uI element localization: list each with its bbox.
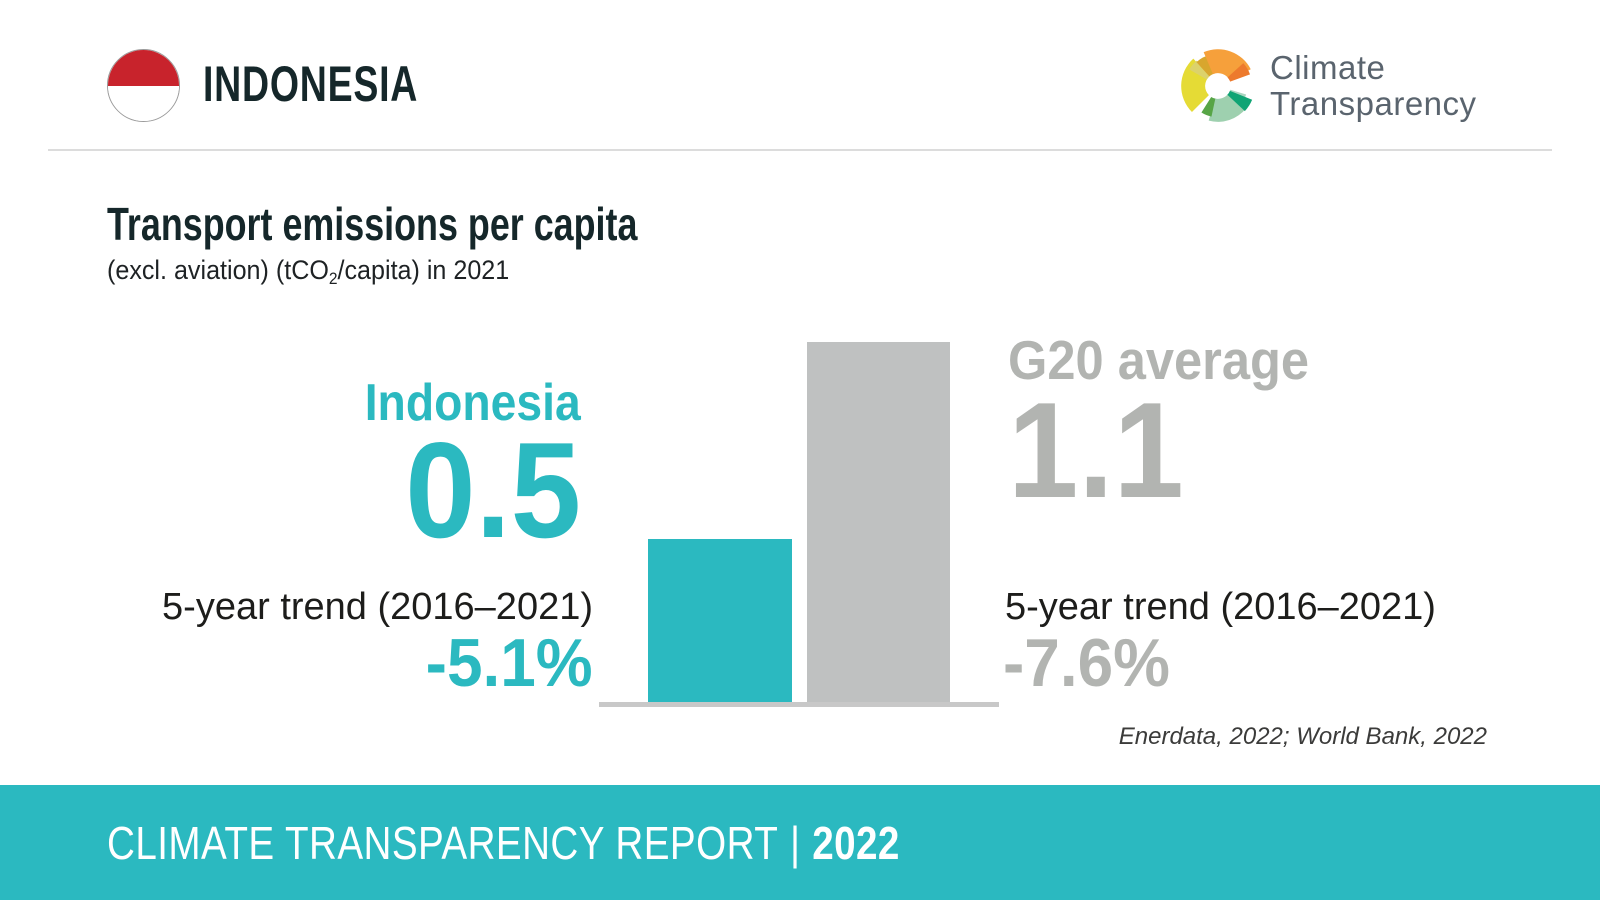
- trend-label-g20: 5-year trend (2016–2021): [1005, 586, 1436, 628]
- subtitle-subscript: 2: [328, 269, 338, 289]
- subtitle-suffix: /capita) in 2021: [337, 255, 510, 285]
- climate-transparency-wordmark: Climate Transparency: [1270, 50, 1477, 122]
- chart-title: Transport emissions per capita: [107, 198, 638, 250]
- indonesia-flag-icon: [107, 49, 180, 122]
- trend-label-indonesia: 5-year trend (2016–2021): [162, 586, 593, 628]
- trend-value-g20: -7.6%: [1003, 625, 1170, 701]
- footer-banner: CLIMATE TRANSPARENCY REPORT | 2022: [0, 785, 1600, 900]
- series-value-g20: 1.1: [1008, 374, 1184, 526]
- series-label-indonesia: Indonesia: [364, 374, 581, 432]
- flag-red-half: [108, 50, 179, 86]
- logo-line-2: Transparency: [1270, 85, 1477, 122]
- climate-transparency-wheel-icon: [1181, 49, 1253, 122]
- bar-g20-average: [807, 342, 950, 703]
- series-value-indonesia: 0.5: [405, 414, 581, 566]
- footer-report-title: CLIMATE TRANSPARENCY REPORT: [107, 816, 779, 869]
- logo-line-1: Climate: [1270, 49, 1386, 86]
- footer-year: 2022: [812, 816, 900, 869]
- country-title: INDONESIA: [203, 56, 419, 112]
- source-note: Enerdata, 2022; World Bank, 2022: [1118, 723, 1487, 750]
- subtitle-prefix: (excl. aviation) (tCO: [107, 255, 329, 285]
- flag-white-half: [108, 85, 179, 121]
- axis-baseline: [599, 702, 999, 707]
- footer-text: CLIMATE TRANSPARENCY REPORT | 2022: [107, 816, 900, 870]
- chart-subtitle: (excl. aviation) (tCO2/capita) in 2021: [107, 253, 509, 291]
- footer-separator: |: [789, 816, 801, 869]
- series-label-g20: G20 average: [1008, 329, 1310, 391]
- bar-indonesia: [648, 539, 792, 703]
- header-divider: [48, 149, 1552, 151]
- trend-value-indonesia: -5.1%: [426, 625, 593, 701]
